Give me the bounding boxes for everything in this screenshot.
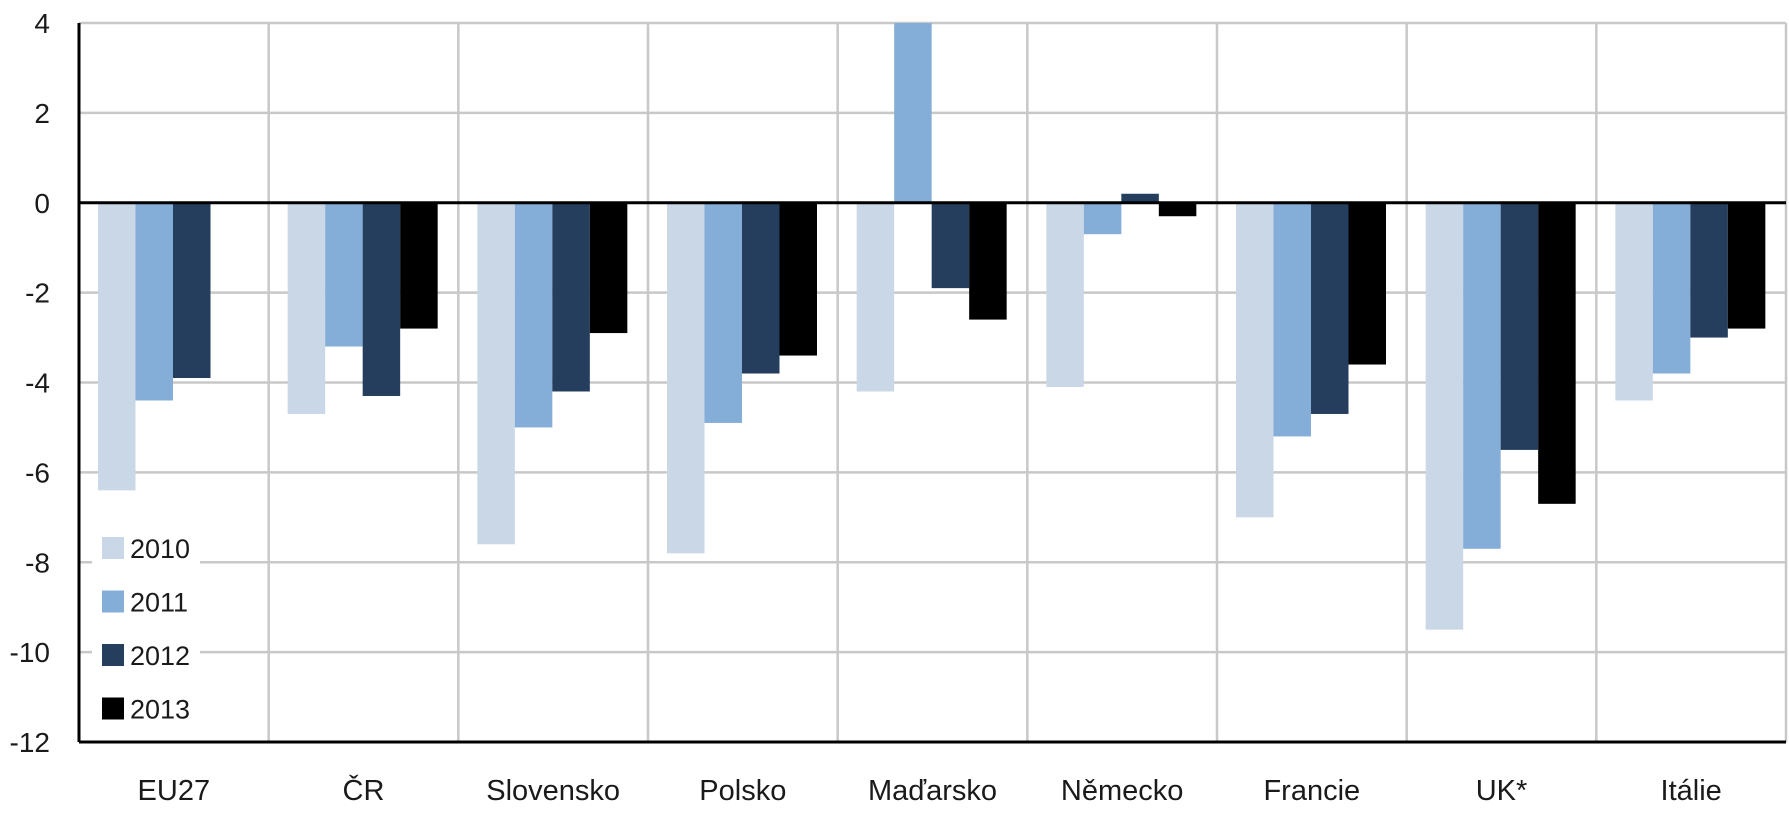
bar-2013-7 (1538, 202, 1576, 504)
y-tick-label: 2 (34, 98, 50, 129)
bar-layer (98, 23, 1766, 630)
bar-2012-8 (1690, 202, 1728, 338)
bar-2013-5 (1158, 202, 1197, 217)
y-tick-label: -4 (25, 368, 50, 399)
bar-2010-3 (667, 202, 705, 554)
bar-2013-2 (589, 202, 628, 334)
legend-label: 2011 (130, 588, 188, 618)
y-tick-label: 4 (34, 8, 50, 39)
bar-2012-5 (1121, 193, 1159, 203)
bar-2010-1 (287, 202, 326, 414)
y-tick-label: -12 (10, 727, 50, 758)
bar-2010-7 (1425, 202, 1464, 630)
legend-swatch-2010 (102, 537, 124, 559)
x-category-label: Francie (1263, 775, 1360, 807)
bar-2013-6 (1348, 202, 1386, 365)
y-tick-label: -8 (25, 547, 50, 578)
legend-swatch-2012 (102, 644, 124, 666)
bar-2012-2 (552, 202, 590, 392)
x-category-label: UK* (1476, 775, 1528, 807)
bar-2012-3 (742, 202, 780, 374)
bar-2011-3 (704, 202, 742, 423)
x-category-label: Německo (1061, 775, 1184, 807)
bar-2012-1 (362, 202, 401, 396)
bar-2013-8 (1727, 202, 1766, 329)
bar-2010-5 (1046, 202, 1084, 387)
bar-2013-4 (969, 202, 1007, 320)
y-tick-label: -6 (25, 457, 50, 488)
bar-2011-6 (1273, 202, 1311, 437)
x-category-label: Polsko (699, 775, 786, 807)
bar-2010-8 (1615, 202, 1653, 401)
bar-2010-2 (477, 202, 515, 545)
bar-2011-8 (1652, 202, 1691, 374)
bar-2011-2 (514, 202, 553, 428)
x-category-label: Itálie (1661, 775, 1722, 807)
bar-2012-6 (1311, 202, 1349, 414)
legend-label: 2013 (130, 695, 190, 725)
y-tick-label: -10 (10, 637, 50, 668)
bar-2011-1 (325, 202, 363, 347)
legend-label: 2012 (130, 641, 190, 671)
bar-2011-5 (1083, 202, 1122, 235)
y-tick-label: 0 (34, 188, 50, 219)
y-tick-label: -2 (25, 278, 50, 309)
bar-2011-0 (135, 202, 173, 401)
x-category-label: ČR (343, 773, 385, 807)
x-category-label: Maďarsko (868, 775, 997, 807)
legend-swatch-2013 (102, 697, 124, 720)
bar-2011-4 (894, 23, 932, 203)
bar-2012-7 (1500, 202, 1539, 450)
bar-2013-1 (400, 202, 438, 329)
x-category-label: Slovensko (486, 775, 620, 807)
bar-2010-4 (856, 202, 895, 392)
legend-swatch-2011 (102, 590, 124, 613)
legend: 2010 2011 2012 2013 (92, 520, 200, 734)
label-layer: 4 2 0 -2 -4 -6 -8 -10 -12 EU27 ČR Slovensko Polsko Ma… (10, 8, 1722, 807)
bar-2012-4 (931, 202, 970, 289)
bar-2013-3 (779, 202, 817, 356)
bar-2012-0 (173, 202, 211, 379)
x-category-label: EU27 (138, 775, 211, 807)
legend-label: 2010 (130, 534, 190, 564)
bar-2010-6 (1236, 202, 1274, 518)
bar-2010-0 (98, 202, 136, 491)
axis-layer (77, 23, 1786, 744)
bar-2011-7 (1463, 202, 1501, 549)
